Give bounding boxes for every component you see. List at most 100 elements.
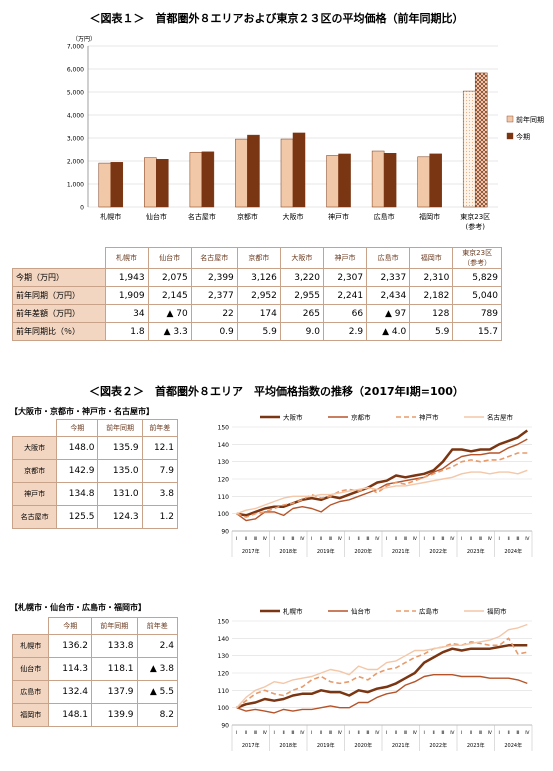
bar-category-label: 名古屋市 [188, 212, 216, 221]
table-row-label: 前年同期（万円） [12, 286, 106, 305]
table-cell: 2,399 [190, 268, 238, 287]
group1-table: 今期 前年同期 前年差 大阪市 148.0 135.9 12.1 京都市 142.9 135.0 7… [11, 419, 179, 529]
series-line [236, 637, 528, 709]
line-ytick-label: 120 [218, 671, 230, 678]
legend-series-name: 広島市 [419, 607, 439, 616]
table-cell: 2,310 [409, 268, 454, 287]
small-table-col-header: 前年差 [136, 617, 179, 635]
line-quarter-label: Ⅳ [450, 730, 455, 736]
line-quarter-label: Ⅳ [488, 536, 493, 542]
line-year-label: 2018年 [279, 548, 297, 555]
line-year-label: 2020年 [354, 548, 372, 555]
bar-category-label: 大阪市 [283, 212, 304, 221]
line-quarter-label: Ⅱ [320, 730, 322, 736]
series-line [236, 623, 528, 709]
line-quarter-label: Ⅲ [441, 536, 444, 542]
small-table-row: 京都市 142.9 135.0 7.9 [11, 459, 179, 483]
line-quarter-label: Ⅲ [366, 536, 369, 542]
small-table-row-label: 大阪市 [11, 436, 58, 460]
small-table-row: 福岡市 148.1 139.9 8.2 [11, 703, 179, 727]
bar-category-label: 神戸市 [328, 212, 349, 221]
legend-swatch [506, 132, 514, 140]
line-quarter-label: Ⅲ [329, 730, 332, 736]
bar-prev [235, 138, 248, 208]
small-table-cell: 7.9 [141, 459, 179, 483]
line-ytick-label: 100 [218, 511, 230, 518]
table-corner [13, 248, 106, 269]
table-cell: ▲ 70 [147, 304, 192, 323]
line-quarter-label: Ⅲ [404, 730, 407, 736]
line-quarter-label: Ⅰ [311, 536, 312, 542]
line-quarter-label: Ⅰ [461, 536, 462, 542]
table-cell: 2,337 [366, 268, 411, 287]
line-ytick-label: 90 [221, 529, 229, 536]
small-table-col-header: 前年同期 [91, 617, 138, 635]
small-table-cell: ▲ 3.8 [136, 657, 179, 681]
small-table-cell: 114.3 [48, 657, 93, 681]
line-quarter-label: Ⅱ [432, 730, 434, 736]
figure2-title: ＜図表２＞ 首都圏外８エリア 平均価格指数の推移（2017年Ⅰ期=100） [89, 385, 464, 398]
bar-current [110, 162, 124, 208]
line-quarter-label: Ⅳ [525, 730, 530, 736]
legend-label: 今期 [516, 132, 530, 141]
legend-series-name: 名古屋市 [487, 413, 514, 422]
line-year-label: 2017年 [242, 548, 260, 555]
line-quarter-label: Ⅰ [236, 536, 237, 542]
bar-prev [98, 162, 112, 208]
line-quarter-label: Ⅰ [349, 730, 350, 736]
line-quarter-label: Ⅲ [291, 730, 294, 736]
bar-ytick-label: 1,000 [67, 182, 84, 189]
legend-label: 前年同期 [516, 115, 544, 124]
line-ytick-label: 110 [218, 688, 230, 695]
series-line [236, 674, 528, 714]
line-quarter-label: Ⅲ [404, 536, 407, 542]
line-year-label: 2022年 [429, 742, 447, 749]
line-quarter-label: Ⅲ [479, 536, 482, 542]
small-table-cell: 132.4 [48, 680, 93, 704]
line-quarter-label: Ⅰ [424, 730, 425, 736]
bar-prev [144, 157, 157, 208]
line-quarter-label: Ⅱ [357, 536, 359, 542]
legend-series-name: 神戸市 [419, 413, 439, 422]
bar-prev [280, 138, 294, 208]
line-quarter-label: Ⅱ [395, 536, 397, 542]
series-line [236, 644, 528, 709]
bar-current [429, 153, 442, 208]
line-quarter-label: Ⅳ [413, 730, 418, 736]
line-ytick-label: 110 [218, 494, 230, 501]
table-row-label: 前年差額（万円） [12, 304, 106, 323]
line-ytick-label: 100 [218, 705, 230, 712]
bar-ytick-label: 6,000 [67, 67, 84, 74]
line-quarter-label: Ⅱ [320, 536, 322, 542]
line-quarter-label: Ⅳ [300, 730, 305, 736]
line-quarter-label: Ⅰ [274, 730, 275, 736]
bar-category-label: 札幌市 [100, 212, 121, 221]
figure1-title: ＜図表１＞ 首都圏外８エリアおよび東京２３区の平均価格（前年同期比） [89, 12, 464, 25]
line-quarter-label: Ⅲ [254, 536, 257, 542]
table-cell: 5,829 [452, 268, 502, 287]
line-quarter-label: Ⅲ [329, 536, 332, 542]
small-table-row: 仙台市 114.3 118.1 ▲ 3.8 [11, 657, 179, 681]
table-cell: 2,241 [322, 286, 368, 305]
group2-header: 【札幌市・仙台市・広島市・福岡市】 [10, 603, 146, 612]
bar-current [156, 159, 169, 208]
line-quarter-label: Ⅰ [424, 536, 425, 542]
bar-prev [371, 150, 385, 208]
table-cell: 22 [190, 304, 238, 323]
table-cell: 2,952 [236, 286, 281, 305]
table-col-header: 東京23区 （参考） [452, 247, 502, 269]
bar-chart: （万円） 0 1,000 2,000 3,000 4,000 5,000 6,000 7,000… [67, 36, 544, 231]
line-quarter-label: Ⅳ [338, 730, 343, 736]
line-quarter-label: Ⅲ [441, 730, 444, 736]
price-table: 札幌市 仙台市 名古屋市 京都市 大阪市 神戸市 広島市 福岡市 東京23区 （参考） 今期（万… [12, 247, 502, 341]
group2-table: 今期 前年同期 前年差 札幌市 136.2 133.8 2.4 仙台市 114.3 118.1 ▲ … [11, 617, 179, 727]
line-quarter-label: Ⅲ [254, 730, 257, 736]
small-table-row-label: 札幌市 [11, 634, 50, 658]
line-quarter-label: Ⅲ [516, 536, 519, 542]
small-table-cell: 8.2 [136, 703, 179, 727]
small-table-cell: 118.1 [91, 657, 138, 681]
line-quarter-label: Ⅰ [349, 536, 350, 542]
line-quarter-label: Ⅱ [245, 536, 247, 542]
small-table-cell: 142.9 [56, 459, 99, 483]
bar-current [383, 152, 397, 208]
